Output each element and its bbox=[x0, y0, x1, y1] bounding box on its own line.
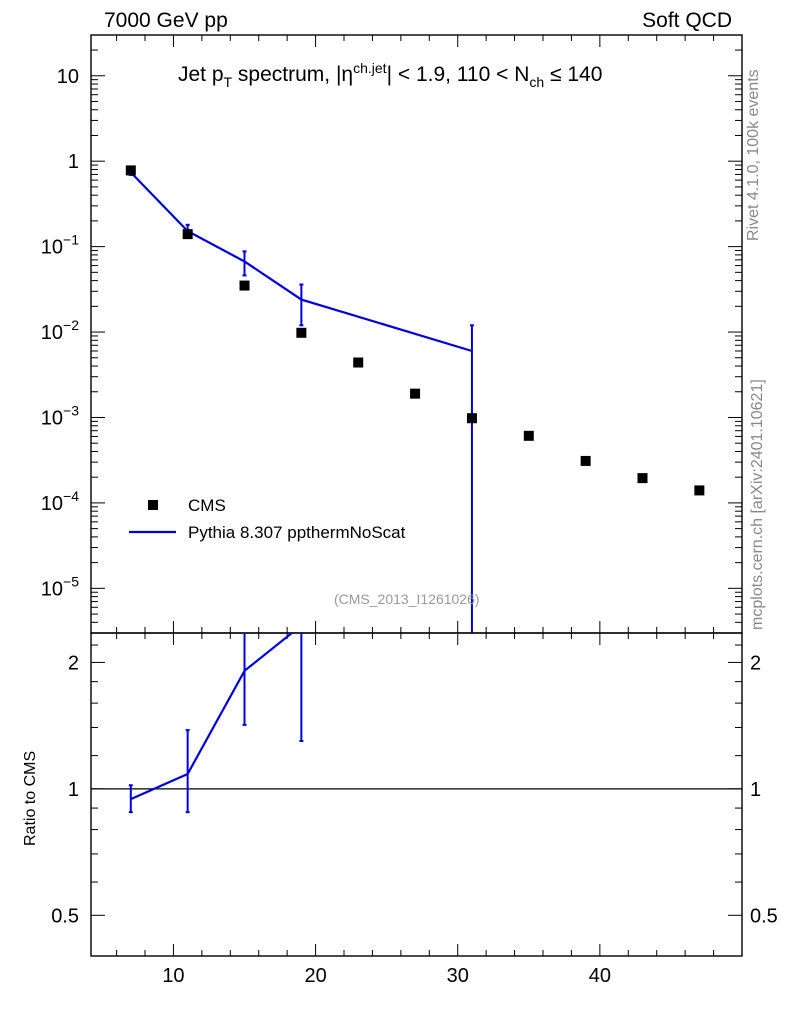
plot-title-sub2: ch bbox=[529, 74, 545, 90]
x-tick-label: 20 bbox=[304, 965, 326, 987]
ratio-y-tick-label-left: 1 bbox=[68, 779, 79, 801]
x-tick-label: 40 bbox=[589, 965, 611, 987]
cms-data-point bbox=[410, 388, 421, 399]
plot-title-part3: | < 1.9, 110 < N bbox=[386, 63, 530, 86]
cms-data-point bbox=[353, 357, 364, 368]
main-y-tick-label: 1 bbox=[68, 151, 79, 173]
main-y-tick-label: 10−1 bbox=[41, 232, 79, 259]
cms-data-point bbox=[182, 229, 193, 240]
main-y-tick-label: 10−3 bbox=[41, 402, 79, 429]
ratio-y-tick-label-left: 0.5 bbox=[51, 905, 79, 927]
ratio-y-tick-label-right: 1 bbox=[750, 779, 761, 801]
plot-title-sup1: ch.jet bbox=[353, 60, 387, 76]
ratio-plot-frame bbox=[90, 632, 743, 957]
cms-data-point bbox=[637, 473, 648, 484]
cms-data-point bbox=[466, 413, 477, 424]
cms-data-point bbox=[239, 280, 250, 291]
plot-title-sub1: T bbox=[223, 74, 233, 90]
plot-title-part1: Jet p bbox=[178, 63, 224, 86]
plot-title-part4: ≤ 140 bbox=[544, 63, 603, 86]
plot-title-part2: spectrum, |η bbox=[232, 63, 354, 86]
ratio-y-tick-label-right: 0.5 bbox=[750, 905, 778, 927]
main-y-tick-label: 10 bbox=[57, 66, 79, 88]
x-tick-label: 10 bbox=[162, 965, 184, 987]
x-tick-label: 30 bbox=[447, 965, 469, 987]
cms-data-point bbox=[125, 165, 136, 176]
ratio-y-tick-label-right: 2 bbox=[750, 652, 761, 674]
header-left: 7000 GeV pp bbox=[104, 9, 228, 32]
plot-title: Jet pT spectrum, |ηch.jet| < 1.9, 110 < … bbox=[178, 60, 602, 90]
legend-marker-cms bbox=[148, 500, 158, 510]
cms-data-point bbox=[523, 430, 534, 441]
legend-label-cms: CMS bbox=[188, 496, 226, 515]
analysis-id: (CMS_2013_I1261026) bbox=[334, 591, 480, 607]
cms-data-point bbox=[296, 327, 307, 338]
header-right: Soft QCD bbox=[642, 9, 732, 32]
main-y-tick-label: 10−2 bbox=[41, 317, 79, 344]
legend-label-pythia: Pythia 8.307 ppthermNoScat bbox=[188, 523, 406, 542]
cms-data-point bbox=[694, 485, 705, 496]
main-y-tick-label: 10−4 bbox=[41, 488, 79, 515]
ratio-line bbox=[130, 633, 294, 801]
main-y-tick-label: 10−5 bbox=[41, 573, 79, 600]
cms-data-point bbox=[580, 455, 591, 466]
ratio-y-tick-label-left: 2 bbox=[68, 652, 79, 674]
ratio-y-axis-label: Ratio to CMS bbox=[22, 750, 39, 846]
ratio-series-group bbox=[128, 633, 304, 814]
